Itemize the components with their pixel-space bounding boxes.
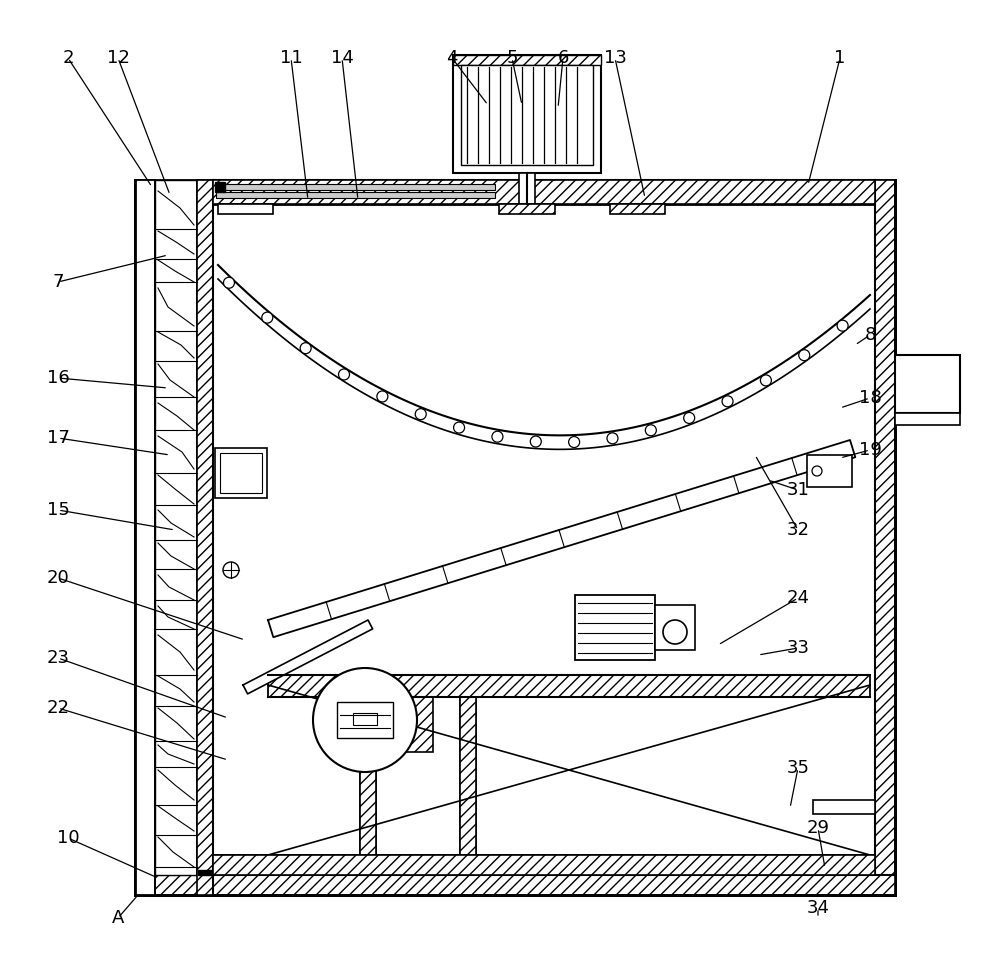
Bar xyxy=(218,204,273,214)
Text: 10: 10 xyxy=(57,829,79,847)
Bar xyxy=(461,65,593,165)
Bar xyxy=(353,713,377,725)
Text: 34: 34 xyxy=(806,899,830,917)
Bar xyxy=(403,697,433,752)
Bar xyxy=(519,173,535,204)
Bar xyxy=(460,697,476,855)
Bar xyxy=(135,180,155,895)
Text: 35: 35 xyxy=(786,759,810,777)
Text: 8: 8 xyxy=(864,326,876,344)
Text: 31: 31 xyxy=(787,481,809,499)
Circle shape xyxy=(722,396,733,407)
Circle shape xyxy=(663,620,687,644)
Text: 2: 2 xyxy=(62,49,74,67)
Bar xyxy=(360,697,376,855)
Text: 17: 17 xyxy=(47,429,69,447)
Circle shape xyxy=(377,391,388,402)
Circle shape xyxy=(799,350,810,361)
Text: 33: 33 xyxy=(786,639,810,657)
Bar xyxy=(213,855,875,875)
Bar xyxy=(220,453,262,493)
Bar xyxy=(875,180,895,895)
Bar xyxy=(460,697,476,855)
Text: 22: 22 xyxy=(46,699,70,717)
Text: 29: 29 xyxy=(806,819,830,837)
Text: 18: 18 xyxy=(859,389,881,407)
Polygon shape xyxy=(243,620,373,694)
Bar xyxy=(198,870,212,875)
Circle shape xyxy=(313,668,417,772)
Circle shape xyxy=(684,412,695,423)
Circle shape xyxy=(607,433,618,444)
Polygon shape xyxy=(268,440,855,638)
Text: 12: 12 xyxy=(107,49,129,67)
Bar xyxy=(213,180,875,204)
Text: 7: 7 xyxy=(52,273,64,291)
Bar xyxy=(453,55,601,173)
Bar xyxy=(655,605,695,650)
Text: A: A xyxy=(112,909,124,927)
Text: 1: 1 xyxy=(834,49,846,67)
Circle shape xyxy=(454,422,465,433)
Bar xyxy=(610,204,665,214)
Bar xyxy=(807,455,852,487)
Bar xyxy=(216,192,495,198)
Text: 4: 4 xyxy=(446,49,458,67)
Bar xyxy=(895,413,960,425)
Circle shape xyxy=(300,342,311,354)
Circle shape xyxy=(569,437,580,448)
Circle shape xyxy=(415,409,426,419)
Text: 16: 16 xyxy=(47,369,69,387)
Bar xyxy=(268,675,870,697)
Text: 14: 14 xyxy=(331,49,353,67)
Bar xyxy=(155,180,197,875)
Bar xyxy=(135,875,895,895)
Text: 6: 6 xyxy=(557,49,569,67)
Text: 13: 13 xyxy=(604,49,626,67)
Bar xyxy=(499,204,555,214)
Circle shape xyxy=(223,277,234,289)
Bar xyxy=(337,702,393,738)
Text: 5: 5 xyxy=(506,49,518,67)
Bar xyxy=(895,355,960,413)
Bar xyxy=(453,55,601,65)
Text: 23: 23 xyxy=(46,649,70,667)
Bar xyxy=(215,448,267,498)
Text: 11: 11 xyxy=(280,49,302,67)
Circle shape xyxy=(262,312,273,323)
Text: 20: 20 xyxy=(47,569,69,587)
Text: 24: 24 xyxy=(786,589,810,607)
Bar xyxy=(360,697,376,855)
Circle shape xyxy=(530,436,541,447)
Circle shape xyxy=(339,369,350,380)
Bar xyxy=(215,182,225,192)
Circle shape xyxy=(492,431,503,443)
Text: 15: 15 xyxy=(47,501,69,519)
Circle shape xyxy=(645,425,656,436)
Text: 32: 32 xyxy=(786,521,810,539)
Bar xyxy=(197,180,213,895)
Circle shape xyxy=(760,375,771,386)
Bar xyxy=(575,595,655,660)
Bar xyxy=(216,184,495,190)
Text: 19: 19 xyxy=(859,441,881,459)
Circle shape xyxy=(837,320,848,332)
Bar xyxy=(813,800,875,814)
